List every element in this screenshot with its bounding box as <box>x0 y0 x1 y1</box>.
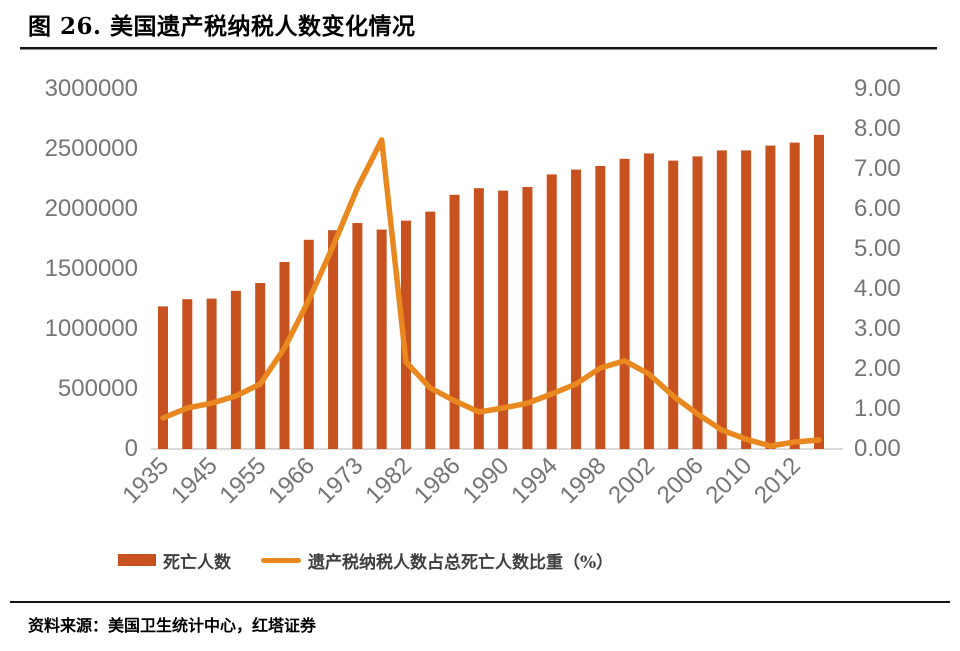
right-axis-tick-label: 0.00 <box>854 435 901 462</box>
bar-col7 <box>328 230 339 449</box>
source-note: 资料来源：美国卫生统计中心，红塔证券 <box>28 616 317 635</box>
right-axis-tick-label: 4.00 <box>854 275 901 302</box>
right-axis-tick-label: 6.00 <box>854 195 901 222</box>
bar-2006 <box>692 156 703 449</box>
x-axis: 1935194519551966197319821986199019941998… <box>117 452 806 509</box>
bar-col15 <box>522 187 533 449</box>
bar-1945 <box>206 298 217 449</box>
legend-label-ratio: 遗产税纳税人数占总死亡人数比重（%） <box>308 552 614 573</box>
legend-line-swatch-icon <box>261 557 301 563</box>
left-axis-tick-label: 500000 <box>58 375 138 402</box>
bar-col3 <box>230 290 241 449</box>
right-axis-tick-label: 2.00 <box>854 355 901 382</box>
bar-1982 <box>400 220 411 449</box>
x-axis-tick-label: 1945 <box>166 452 223 509</box>
bar-col23 <box>716 150 727 449</box>
bar-2012 <box>789 142 800 449</box>
bar-col17 <box>571 169 582 449</box>
bar-col11 <box>425 211 436 449</box>
bar-col25 <box>765 145 776 449</box>
bar-2002 <box>643 153 654 449</box>
x-axis-tick-label: 1973 <box>312 452 369 509</box>
x-axis-tick-label: 2010 <box>701 452 758 509</box>
bar-2010 <box>741 150 752 449</box>
right-axis-tick-label: 3.00 <box>854 315 901 342</box>
bar-col1 <box>182 299 193 449</box>
x-axis-tick-label: 1982 <box>360 452 417 509</box>
legend: 死亡人数 遗产税纳税人数占总死亡人数比重（%） <box>0 543 960 577</box>
left-axis-tick-label: 1500000 <box>45 255 138 282</box>
footer-divider <box>10 601 950 603</box>
bar-1986 <box>449 194 460 449</box>
legend-item-deaths: 死亡人数 <box>118 548 231 573</box>
bar-1966 <box>303 239 314 449</box>
title-divider <box>20 47 937 50</box>
bar-1998 <box>595 166 606 449</box>
x-axis-tick-label: 1998 <box>555 452 612 509</box>
ratio-line-series <box>160 137 822 449</box>
bar-col27 <box>814 134 824 450</box>
figure-title: 图 26. 美国遗产税纳税人数变化情况 <box>28 13 416 40</box>
left-axis-tick-label: 3000000 <box>45 75 138 102</box>
left-axis: 0 500000 1000000 1500000 2000000 2500000 30000… <box>45 75 138 462</box>
left-axis-tick-label: 1000000 <box>45 315 138 342</box>
bar-col21 <box>668 160 679 449</box>
combo-chart: 0 500000 1000000 1500000 2000000 2500000 30000… <box>45 75 901 509</box>
bar-1994 <box>546 174 557 449</box>
bar-1973 <box>352 223 363 449</box>
right-axis-tick-label: 5.00 <box>854 235 901 262</box>
left-axis-tick-label: 0 <box>125 435 138 462</box>
right-axis-tick-label: 1.00 <box>854 395 901 422</box>
x-axis-tick-label: 1955 <box>215 452 272 509</box>
bar-series <box>158 134 824 450</box>
bar-col5 <box>279 262 290 449</box>
legend-bar-swatch-icon <box>118 554 156 566</box>
x-axis-tick-label: 1966 <box>263 452 320 509</box>
legend-item-ratio: 遗产税纳税人数占总死亡人数比重（%） <box>261 548 613 573</box>
x-axis-tick-label: 2002 <box>603 452 660 509</box>
right-axis-tick-label: 8.00 <box>854 115 901 142</box>
legend-label-deaths: 死亡人数 <box>163 552 231 573</box>
x-axis-tick-label: 1986 <box>409 452 466 509</box>
bar-1955 <box>255 283 266 449</box>
x-axis-tick-label: 2006 <box>652 452 709 509</box>
bar-1935 <box>158 306 168 449</box>
right-axis-tick-label: 7.00 <box>854 155 901 182</box>
left-axis-tick-label: 2500000 <box>45 135 138 162</box>
left-axis-tick-label: 2000000 <box>45 195 138 222</box>
right-axis-tick-label: 9.00 <box>854 75 901 102</box>
bar-col13 <box>473 188 484 449</box>
x-axis-tick-label: 1994 <box>506 452 563 509</box>
bar-1990 <box>498 190 509 449</box>
bar-col9 <box>376 229 387 449</box>
x-axis-tick-label: 1990 <box>458 452 515 509</box>
bar-col19 <box>619 158 630 450</box>
x-axis-tick-label: 2012 <box>749 452 806 509</box>
right-axis: 0.00 1.00 2.00 3.00 4.00 5.00 6.00 7.00 8.00 9.00 <box>854 75 901 462</box>
